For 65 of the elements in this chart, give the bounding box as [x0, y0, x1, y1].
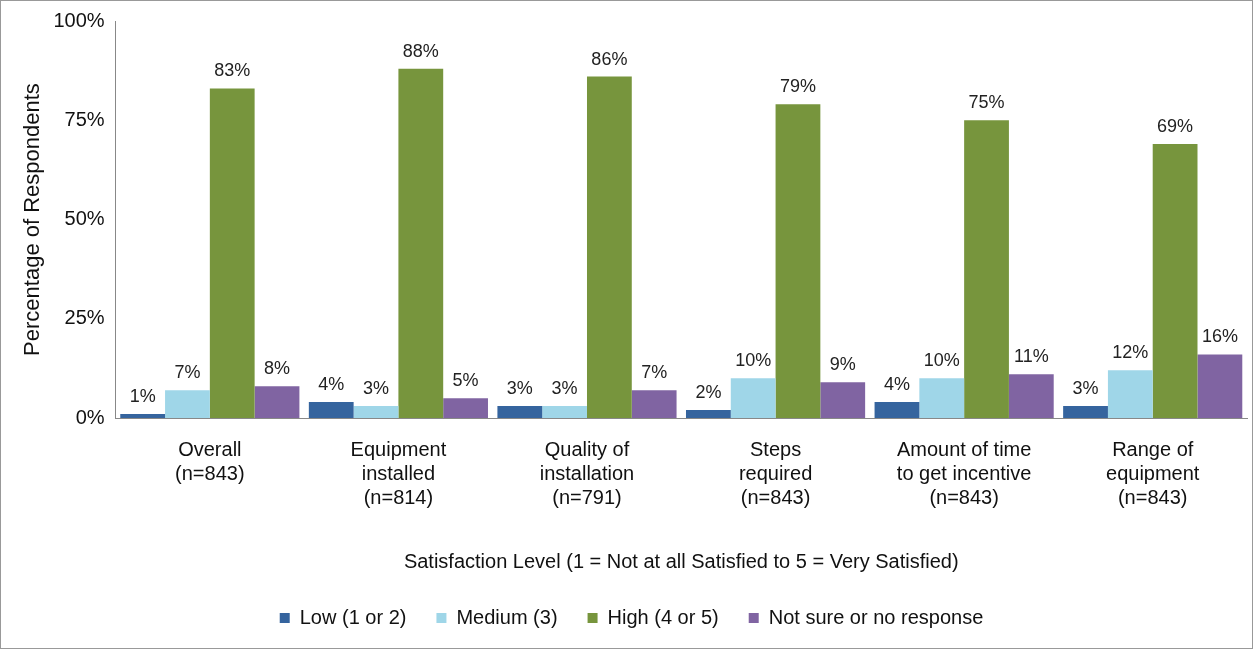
- data-label: 4%: [318, 374, 345, 395]
- bar: [919, 378, 965, 418]
- x-tick-label: Steps required (n=843): [738, 437, 813, 508]
- data-label: 11%: [1013, 346, 1049, 367]
- data-label: 16%: [1201, 326, 1238, 347]
- data-label: 12%: [1112, 342, 1149, 363]
- bar: [254, 386, 300, 418]
- data-label: 8%: [264, 358, 291, 379]
- y-tick-label: 75%: [64, 107, 105, 130]
- legend-label: High (4 or 5): [607, 605, 719, 628]
- data-label: 3%: [551, 378, 578, 399]
- data-label: 3%: [506, 378, 533, 399]
- bar: [820, 382, 866, 418]
- data-label: 86%: [591, 48, 628, 69]
- legend-label: Low (1 or 2): [299, 605, 407, 628]
- bar: [120, 414, 166, 418]
- x-tick-label: Amount of time to get incentive (n=843): [896, 437, 1032, 508]
- bar: [165, 390, 210, 418]
- bar: [353, 406, 399, 418]
- x-tick-label: Equipment installed (n=814): [350, 437, 447, 508]
- bar: [586, 76, 632, 418]
- data-label: 4%: [883, 374, 910, 395]
- x-tick-label: Overall (n=843): [175, 437, 245, 484]
- bar: [542, 406, 587, 418]
- x-tick-label: Range of equipment (n=843): [1106, 437, 1200, 508]
- data-label: 3%: [1072, 378, 1099, 399]
- bar: [730, 378, 776, 418]
- data-label: 75%: [968, 92, 1005, 113]
- y-tick-label: 50%: [64, 207, 105, 230]
- bar: [209, 88, 255, 418]
- bar: [1063, 406, 1108, 418]
- x-axis-title: Satisfaction Level (1 = Not at all Satisfied to 5 = Very Satisfied): [403, 549, 959, 572]
- data-label: 1%: [129, 386, 156, 406]
- y-tick-label: 100%: [53, 8, 105, 31]
- bar: [1197, 354, 1243, 418]
- bar: [1152, 144, 1198, 418]
- y-tick-label: 25%: [64, 306, 105, 329]
- data-label: 10%: [735, 350, 772, 371]
- y-axis-title: Percentage of Respondents: [19, 83, 45, 356]
- data-label: 79%: [779, 76, 816, 97]
- bar: [1008, 374, 1054, 418]
- data-label: 10%: [923, 350, 960, 371]
- bar: [443, 398, 488, 418]
- data-label: 9%: [829, 354, 856, 375]
- bar: [874, 402, 920, 418]
- data-label: 5%: [452, 370, 479, 391]
- bar: [631, 390, 677, 418]
- data-label: 88%: [402, 40, 439, 61]
- data-label: 69%: [1157, 116, 1194, 137]
- data-label: 2%: [695, 382, 722, 403]
- bar: [1107, 370, 1153, 418]
- bar: [398, 68, 444, 418]
- data-label: 7%: [174, 362, 201, 383]
- legend-label: Not sure or no response: [768, 605, 984, 628]
- legend-label: Medium (3): [456, 605, 558, 628]
- bar: [497, 406, 543, 418]
- y-tick-label: 0%: [75, 405, 105, 428]
- bar: [775, 104, 821, 418]
- bar: [308, 402, 354, 418]
- data-label: 7%: [641, 362, 668, 383]
- data-label: 83%: [214, 60, 251, 81]
- bar: [685, 410, 731, 418]
- data-label: 3%: [363, 378, 390, 399]
- bar: [964, 120, 1009, 418]
- x-tick-label: Quality of installation (n=791): [539, 437, 635, 508]
